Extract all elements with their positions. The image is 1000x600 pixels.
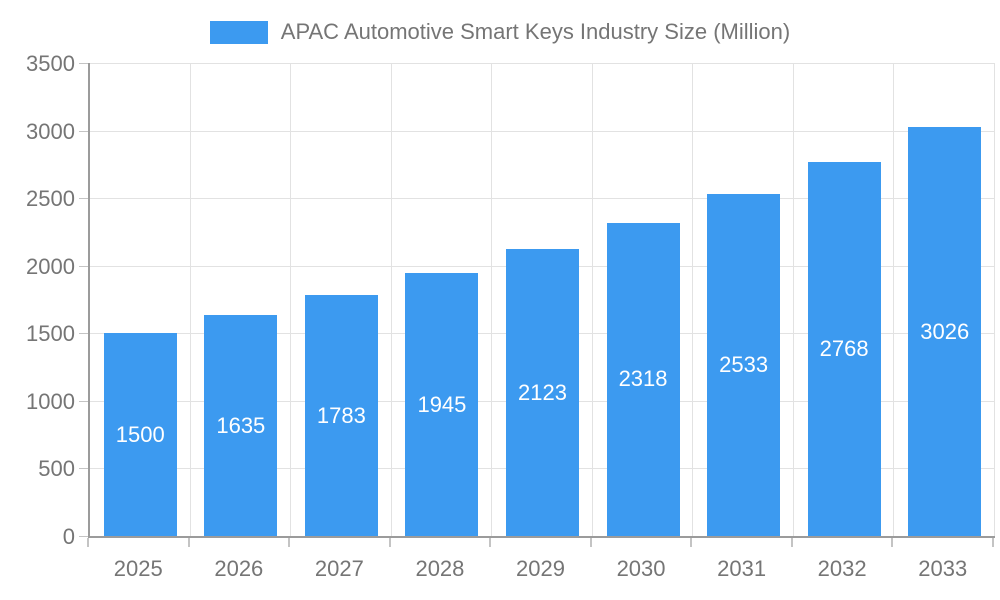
bar-value-label: 2768 xyxy=(819,335,869,361)
x-axis-tick-label: 2032 xyxy=(817,556,867,581)
gridline-horizontal xyxy=(90,130,995,132)
x-axis-tick xyxy=(790,538,793,547)
y-axis-tick xyxy=(79,333,88,335)
gridline-vertical xyxy=(994,63,995,536)
gridline-vertical xyxy=(692,63,694,536)
x-axis-tick xyxy=(891,538,894,547)
gridline-vertical xyxy=(390,63,392,536)
x-axis-tick-label: 2025 xyxy=(113,556,163,581)
x-axis-tick-label: 2030 xyxy=(616,556,666,581)
x-axis-tick xyxy=(589,538,592,547)
y-axis-tick-label: 2000 xyxy=(26,253,75,279)
bar-2033[interactable]: 3026 xyxy=(908,127,982,536)
bar-value-label: 2123 xyxy=(518,379,567,405)
y-axis-tick xyxy=(79,400,88,402)
x-axis-tick xyxy=(992,538,994,547)
x-axis-tick-label: 2027 xyxy=(314,556,364,581)
y-axis-tick-label: 500 xyxy=(38,456,75,482)
y-axis-tick-label: 3500 xyxy=(26,51,75,76)
y-axis-tick-label: 1500 xyxy=(26,321,75,347)
gridline-vertical xyxy=(189,63,191,536)
gridline-vertical xyxy=(491,63,493,536)
x-axis-tick-label: 2029 xyxy=(516,556,565,581)
y-axis-tick xyxy=(79,468,88,470)
y-axis-tick xyxy=(79,130,88,132)
gridline-vertical xyxy=(792,63,794,536)
plot-area: 1500 1635 1783 1945 2123 2318 2533 2768 3026 xyxy=(88,63,995,538)
y-axis-tick-label: 0 xyxy=(62,524,75,549)
gridline-vertical xyxy=(591,63,593,536)
y-axis-tick-label: 3000 xyxy=(26,118,75,144)
x-axis-tick-label: 2028 xyxy=(415,556,465,581)
legend-label: APAC Automotive Smart Keys Industry Size… xyxy=(280,19,791,44)
x-axis-tick xyxy=(388,538,391,547)
bar-value-label: 1500 xyxy=(115,421,165,447)
legend-item[interactable]: APAC Automotive Smart Keys Industry Size… xyxy=(0,19,1000,45)
x-axis-tick xyxy=(87,538,89,547)
bar-value-label: 3026 xyxy=(920,318,970,344)
y-axis-tick xyxy=(79,198,88,200)
gridline-horizontal xyxy=(90,63,995,64)
y-axis-tick xyxy=(79,63,88,64)
bar-2029[interactable]: 2123 xyxy=(506,249,579,536)
bar-2030[interactable]: 2318 xyxy=(606,222,680,536)
y-axis-tick-label: 1000 xyxy=(26,388,75,414)
x-axis-tick xyxy=(489,538,492,547)
bar-2026[interactable]: 1635 xyxy=(204,315,278,536)
bar-value-label: 1945 xyxy=(417,391,467,417)
gridline-vertical xyxy=(893,63,895,536)
legend-swatch xyxy=(209,20,268,44)
x-axis-tick xyxy=(690,538,693,547)
bar-2025[interactable]: 1500 xyxy=(103,333,177,536)
gridline-horizontal xyxy=(90,198,995,200)
bar-2031[interactable]: 2533 xyxy=(707,193,781,536)
bar-value-label: 2533 xyxy=(719,351,769,377)
bar-value-label: 2318 xyxy=(618,366,668,392)
x-axis-tick xyxy=(288,538,291,547)
x-axis-tick xyxy=(187,538,190,547)
gridline-vertical xyxy=(290,63,292,536)
x-axis-tick-label: 2031 xyxy=(717,556,767,581)
y-axis-tick xyxy=(79,265,88,267)
bar-2027[interactable]: 1783 xyxy=(304,295,378,536)
x-axis-tick-label: 2033 xyxy=(918,556,968,581)
bar-2032[interactable]: 2768 xyxy=(807,161,881,536)
y-axis-tick xyxy=(79,536,88,537)
x-axis-tick-label: 2026 xyxy=(214,556,264,581)
y-axis-tick-label: 2500 xyxy=(26,186,75,212)
bar-2028[interactable]: 1945 xyxy=(405,273,479,536)
bar-value-label: 1635 xyxy=(216,412,266,438)
bar-value-label: 1783 xyxy=(316,402,366,428)
